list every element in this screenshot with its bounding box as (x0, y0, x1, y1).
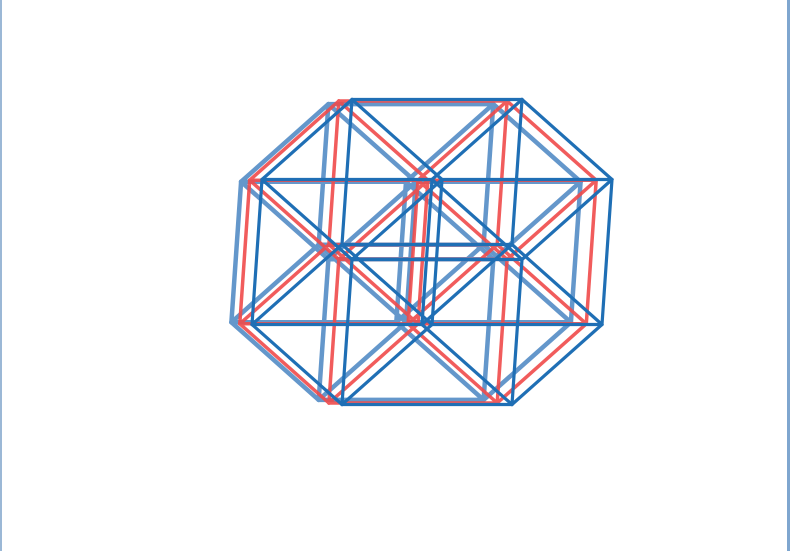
tesseract-edge (229, 320, 321, 403)
tesseract-edge (229, 179, 244, 325)
tesseract-edge (430, 177, 444, 327)
tesseract-edge (481, 257, 496, 403)
tesseract-edge (340, 97, 354, 247)
right-border (787, 0, 790, 551)
tesseract-edge (250, 242, 344, 327)
tesseract-edge (316, 101, 331, 247)
tesseract-edge (260, 97, 354, 182)
tesseract-edge (416, 178, 509, 262)
layer-blue-front (250, 97, 614, 407)
tesseract-edge (420, 322, 514, 407)
tesseract-edge (394, 320, 486, 403)
tesseract-edge (403, 179, 496, 262)
tesseract-edge (420, 177, 434, 327)
tesseract-edge (316, 257, 331, 403)
tesseract-edge (520, 177, 614, 262)
tesseract-edge (510, 257, 524, 407)
tesseract-edge (250, 322, 344, 407)
tesseract-edge (340, 257, 354, 407)
tesseract-edge (495, 322, 589, 405)
tesseract-edge (600, 177, 614, 327)
tesseract-edge (495, 242, 589, 326)
tesseract-edge (495, 257, 509, 405)
tesseract-edge (430, 177, 524, 262)
tesseract-edge (229, 242, 321, 325)
tesseract-edge (316, 320, 409, 403)
tesseract-edge (350, 97, 444, 182)
tesseract-edge (327, 99, 341, 247)
left-border (0, 0, 2, 551)
tesseract-edge (340, 322, 434, 407)
tesseract-edge (510, 322, 604, 407)
tesseract-edge (416, 178, 430, 326)
tesseract-edge (505, 178, 598, 262)
tesseract-edge (510, 242, 604, 327)
tesseract-edge (394, 179, 409, 325)
tesseract-edge (337, 178, 430, 262)
tesseract-edge (337, 99, 430, 182)
tesseract-edge (350, 177, 444, 262)
tesseract-edge (238, 178, 252, 326)
tesseract-edge (327, 257, 341, 405)
tesseract-edge (520, 97, 614, 182)
tesseract-edge (340, 242, 434, 327)
tesseract-edge (238, 179, 331, 262)
tesseract-edge (420, 242, 514, 327)
tesseract-edge (510, 97, 524, 247)
tesseract-edge (491, 101, 583, 184)
tesseract-edge (247, 178, 341, 262)
tesseract-edge (238, 101, 331, 184)
tesseract-edge (247, 99, 341, 182)
tesseract-edge (238, 242, 331, 326)
tesseract-edge (260, 177, 354, 262)
tesseract-edge (416, 99, 509, 182)
tesseract-edge (495, 99, 509, 247)
tesseract-layers (229, 97, 614, 407)
tesseract-edge (584, 178, 598, 326)
tesseract-edge (430, 97, 524, 182)
tesseract-edge (326, 101, 418, 184)
tesseract-edge (403, 101, 496, 184)
tesseract-edge (238, 322, 331, 405)
tesseract-edge (250, 177, 264, 327)
tesseract-edge (406, 322, 499, 405)
